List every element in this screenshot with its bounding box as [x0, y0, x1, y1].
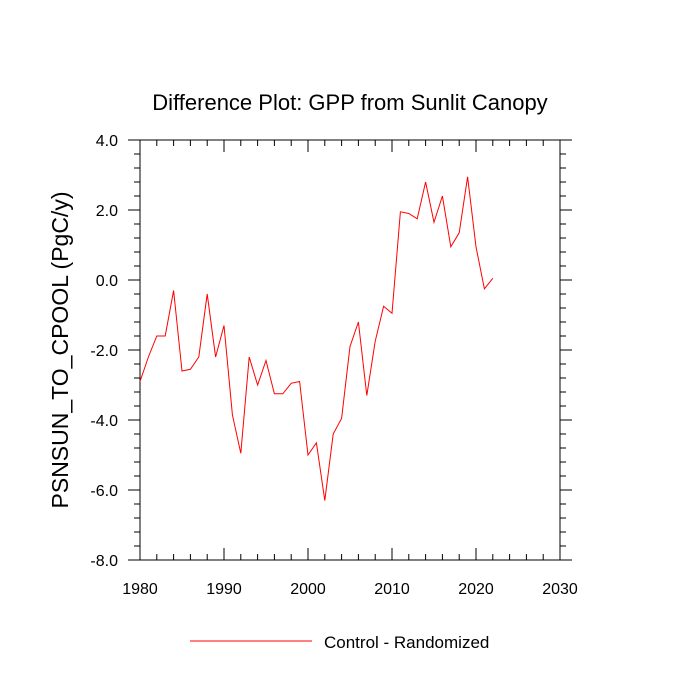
- series-line-control-randomized: [139, 176, 494, 501]
- x-tick-label: 2000: [290, 581, 326, 598]
- chart-title: Difference Plot: GPP from Sunlit Canopy: [152, 90, 547, 115]
- x-tick-label: 1990: [206, 581, 242, 598]
- legend-label: Control - Randomized: [324, 633, 489, 652]
- legend: Control - Randomized: [190, 633, 489, 652]
- y-tick-label: 0.0: [96, 273, 118, 290]
- x-tick-label: 2030: [542, 581, 578, 598]
- y-axis-label: PSNSUN_TO_CPOOL (PgC/y): [47, 192, 73, 509]
- series-layer: [139, 176, 494, 501]
- x-tick-label: 2010: [374, 581, 410, 598]
- y-tick-label: -2.0: [90, 343, 118, 360]
- tick-labels: 1980 1990 2000 2010 2020 2030 4.0 2.0 0.0 -2.0 -4.…: [90, 133, 577, 598]
- axis-ticks: [128, 139, 572, 561]
- y-tick-label: 2.0: [96, 203, 118, 220]
- y-tick-label: -8.0: [90, 553, 118, 570]
- y-tick-label: -6.0: [90, 483, 118, 500]
- x-tick-label: 1980: [122, 581, 158, 598]
- y-tick-label: 4.0: [96, 133, 118, 150]
- x-tick-label: 2020: [458, 581, 494, 598]
- y-tick-label: -4.0: [90, 413, 118, 430]
